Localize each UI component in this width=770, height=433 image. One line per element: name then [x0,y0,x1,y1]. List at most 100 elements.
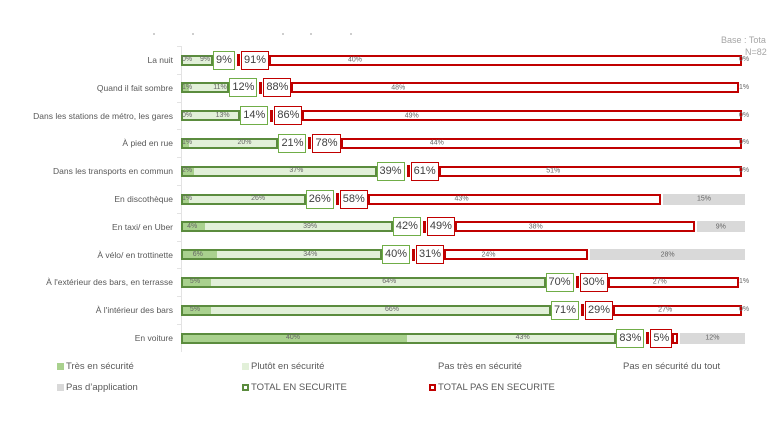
plutot-en-securite-value: 9 [200,50,210,70]
segment-pas-en-securite-start [236,54,240,66]
segment-pas-en-securite [672,332,678,344]
category-label: En discothèque [114,194,173,204]
legend-swatch-icon [242,384,249,391]
bar-row: À l'extérieur des bars, en terrasse 70 30 2… [0,268,770,292]
pas-d-application-value: 0 [739,161,749,181]
total-pas-en-securite-value: 78 [315,137,337,149]
bar-row: Dans les stations de métro, les gares 14 8… [0,101,770,126]
pas-tres-en-securite-value: 40 [348,57,362,64]
total-pas-en-securite-value: 31 [419,248,441,260]
segment-en-securite [181,193,306,205]
segment-pas-en-securite: 27 [607,276,740,288]
stacked-bar: 14 86 49 [181,106,745,126]
segment-pas-en-securite-start [646,332,650,344]
segment-pas-en-securite: 24 [444,249,589,261]
stacked-bar: 42 49 38 9 [181,217,745,237]
segment-pas-en-securite-start [412,248,416,261]
total-pas-en-securite-value: 49 [430,220,452,232]
pas-tres-en-securite-value: 48 [391,84,405,91]
legend-label: Pas en sécurité du tout [623,361,721,372]
plutot-en-securite-value: 20 [238,133,252,153]
pas-d-application-value: 12 [705,335,719,342]
bar-row: Quand il fait sombre1288481111 [0,73,770,98]
segment-pas-en-securite: 51 [438,165,742,177]
segment-pas-en-securite: 27 [613,304,742,316]
decorative-dot [350,33,352,35]
total-pas-en-securite-box: 91 [240,50,269,70]
axis-tick [177,268,181,270]
tres-en-securite-value: 0 [182,106,192,126]
sample-size-note: N=82 [745,47,767,57]
legend-swatch-icon [57,363,64,370]
category-label: À l'extérieur des bars, en terrasse [46,277,173,288]
tres-en-securite-value: 1 [182,78,192,98]
segment-pas-d-application: 12 [679,332,745,344]
category-label: À vélo/ en trottinette [97,249,173,260]
plutot-en-securite-value: 66 [385,300,399,320]
plutot-en-securite-value: 43 [516,328,530,348]
pas-d-application-value: 1 [739,272,749,292]
pas-d-application-value: 0 [739,300,749,320]
pas-d-application-value: 1 [739,78,749,98]
category-label: En voiture [134,333,173,343]
total-en-securite-value: 71 [554,304,576,316]
total-en-securite-box: 21 [278,133,307,153]
total-en-securite-value: 40 [385,248,407,260]
pas-tres-en-securite-value: 27 [653,279,667,286]
pas-tres-en-securite-value: 51 [546,168,560,175]
segment-pas-en-securite-start [308,137,312,150]
bar-row: À vélo/ en trottinette 40 31 24 28 6 34 [0,240,770,265]
total-pas-en-securite-value: 86 [277,109,299,121]
segment-en-securite [181,249,382,261]
segment-pas-en-securite: 43 [367,193,661,205]
stacked-bar: 40 31 24 28 [181,245,745,265]
total-en-securite-box: 83 [616,328,645,348]
total-pas-en-securite-box: 29 [584,300,613,320]
segment-en-securite [181,137,279,149]
stacked-bar: 71 29 27 [181,300,745,320]
stacked-bar: 12 88 48 [181,78,745,98]
segment-pas-en-securite: 40 [268,54,742,66]
total-en-securite-box: 9 [213,50,235,70]
legend-label: Pas d’application [66,382,138,393]
total-en-securite-value: 14 [243,109,265,121]
pas-d-application-value: 28 [661,251,675,258]
plutot-en-securite-value: 64 [382,272,396,292]
axis-tick [177,212,181,214]
segment-pas-d-application: 28 [590,249,745,261]
total-en-securite-box: 14 [240,106,269,126]
tres-en-securite-value: 6 [193,245,203,265]
total-en-securite-value: 42 [396,220,418,232]
total-en-securite-box: 42 [392,217,421,237]
bar-row: À pied en rue 21 78 44 1 20 0 [0,129,770,153]
bar-row: En voiture 83 5 12 40 43 [0,324,770,348]
stacked-bar: 70 30 27 [181,272,745,292]
segment-pas-en-securite-start [406,165,410,178]
pas-tres-en-securite-value: 27 [658,307,672,314]
total-pas-en-securite-box: 58 [339,189,368,209]
legend-label: Très en sécurité [66,361,134,372]
segment-en-securite [181,165,377,177]
axis-tick [177,73,181,75]
pas-d-application-value: 0 [739,133,749,153]
tres-en-securite-value: 1 [182,189,192,209]
legend-swatch-icon [429,384,436,391]
pas-tres-en-securite-value: 49 [405,112,419,119]
pas-tres-en-securite-value: 38 [529,223,543,230]
total-pas-en-securite-value: 30 [583,276,605,288]
total-pas-en-securite-box: 88 [263,78,292,98]
bar-row: En taxi/ en Uber 42 49 38 9 4 39 [0,212,770,237]
bar-row: À l'intérieur des bars 71 29 27 5 66 0 [0,296,770,320]
stacked-bar: 39 61 51 [181,161,745,181]
category-label: Dans les stations de métro, les gares [33,110,173,121]
axis-tick [177,46,181,47]
legend-label: TOTAL PAS EN SECURITE [438,382,555,393]
segment-pas-en-securite: 49 [302,110,742,122]
pas-d-application-value: 9 [716,223,726,230]
tres-en-securite-value: 2 [182,161,192,181]
category-label: En taxi/ en Uber [112,221,173,232]
total-pas-en-securite-value: 91 [244,54,266,66]
segment-pas-d-application: 15 [663,193,745,205]
bar-row: Dans les transports en commun 39 61 51 2 37 0 [0,157,770,181]
total-pas-en-securite-box: 31 [416,245,445,265]
